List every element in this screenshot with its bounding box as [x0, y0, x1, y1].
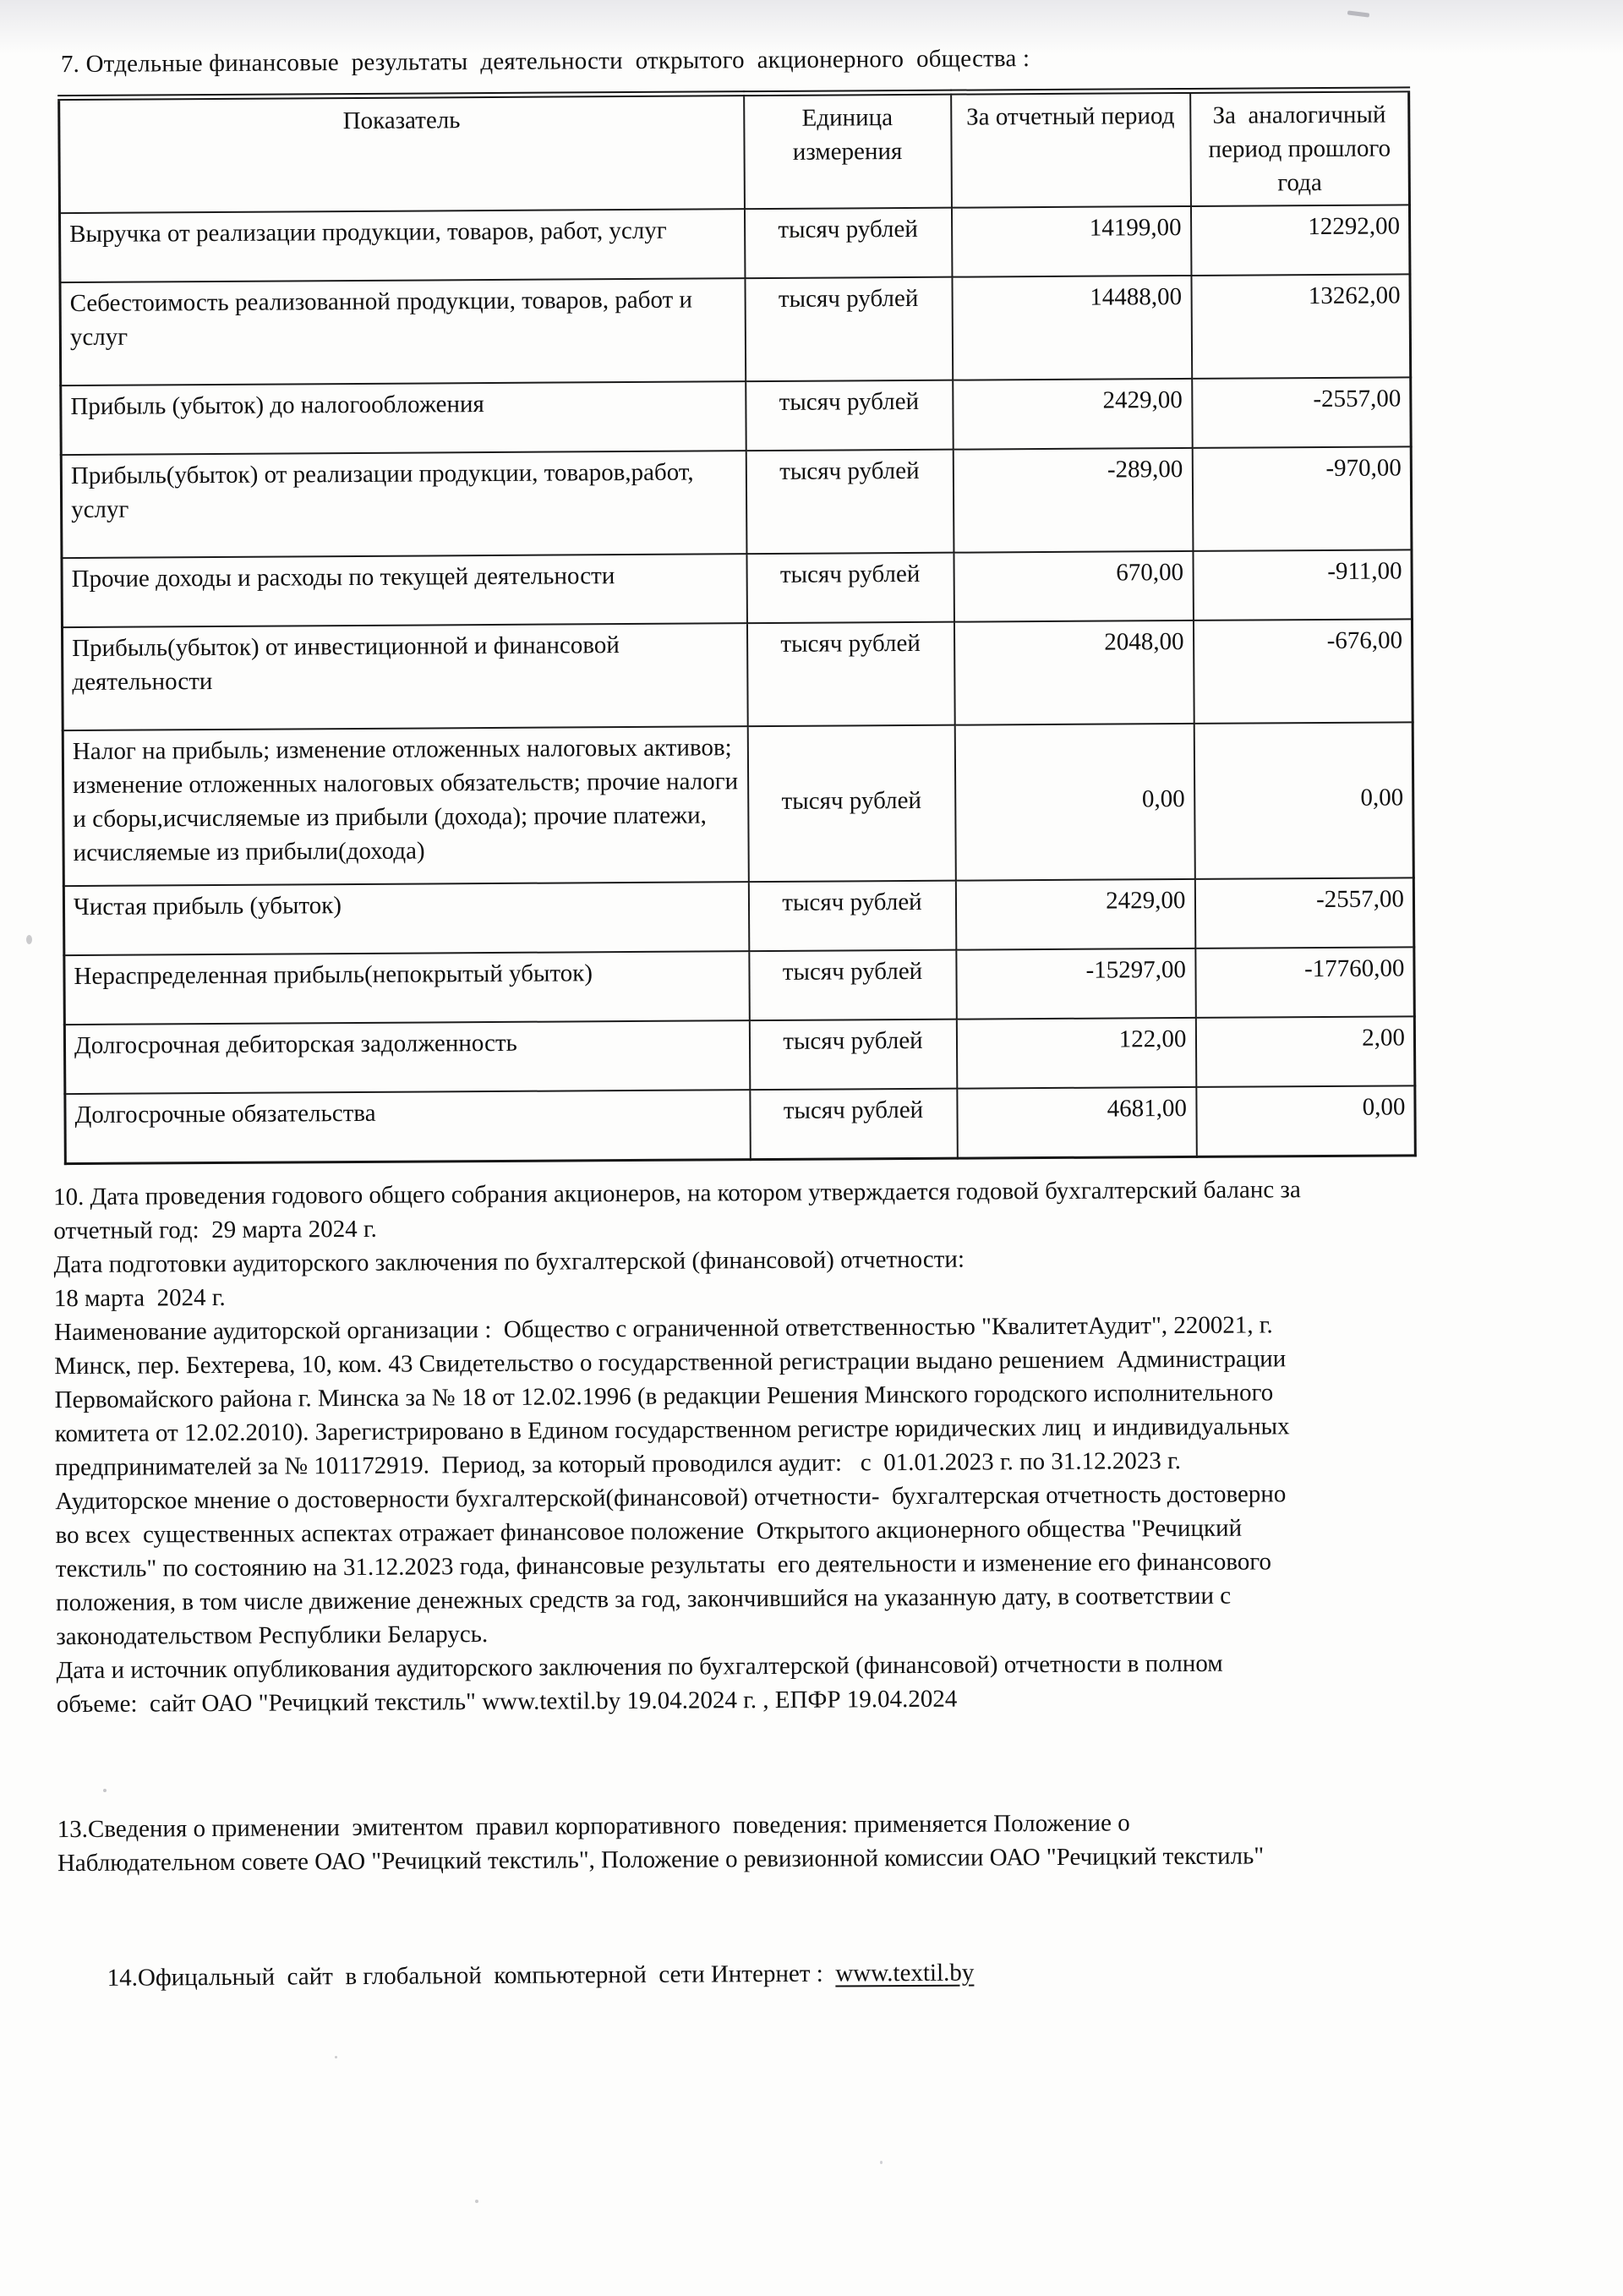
indicator-cell: Чистая прибыль (убыток)	[63, 882, 749, 956]
table-row: Выручка от реализации продукции, товаров…	[59, 205, 1410, 283]
table-row: Нераспределенная прибыль(непокрытый убыт…	[63, 947, 1415, 1025]
indicator-cell: Себестоимость реализованной продукции, т…	[59, 278, 746, 386]
previous-period-cell: -676,00	[1193, 619, 1413, 724]
section-7-title: 7. Отдельные финансовые результаты деяте…	[60, 45, 1030, 79]
current-period-cell: 122,00	[956, 1017, 1196, 1089]
unit-cell: тысяч рублей	[748, 949, 957, 1021]
table-row: Чистая прибыль (убыток) тысяч рублей 2429,…	[63, 877, 1414, 956]
previous-period-cell: -17760,00	[1194, 947, 1415, 1018]
current-period-cell: 14199,00	[951, 205, 1191, 277]
table-row: Налог на прибыль; изменение отложенных н…	[63, 722, 1414, 887]
indicator-cell: Прибыль(убыток) от реализации продукции,…	[61, 451, 746, 559]
header-current-period: За отчетный период	[950, 90, 1191, 208]
unit-cell: тысяч рублей	[744, 276, 953, 382]
unit-cell: тысяч рублей	[749, 1088, 958, 1160]
previous-period-cell: 13262,00	[1190, 274, 1411, 379]
unit-cell: тысяч рублей	[746, 449, 954, 555]
document-content: 7. Отдельные финансовые результаты деяте…	[53, 45, 1622, 2029]
current-period-cell: 0,00	[954, 723, 1195, 881]
financial-table-body: Выручка от реализации продукции, товаров…	[59, 205, 1416, 1164]
indicator-cell: Прибыль(убыток) от инвестиционной и фина…	[62, 623, 748, 731]
financial-results-table: Показатель Единица измерения За отчетный…	[57, 86, 1417, 1166]
website-link[interactable]: www.textil.by	[835, 1959, 975, 1987]
indicator-cell: Прибыль (убыток) до налогообложения	[60, 381, 746, 456]
table-row: Долгосрочные обязательства тысяч рублей 46…	[64, 1085, 1416, 1164]
unit-cell: тысяч рублей	[745, 380, 954, 451]
scan-speck	[880, 2161, 883, 2164]
table-row: Прочие доходы и расходы по текущей деяте…	[61, 549, 1413, 628]
current-period-cell: 2429,00	[952, 378, 1193, 450]
header-previous-period: За аналогичный период прошлого года	[1189, 89, 1410, 206]
indicator-cell: Долгосрочные обязательства	[64, 1090, 751, 1164]
table-header-row: Показатель Единица измерения За отчетный…	[58, 89, 1410, 214]
table-row: Прибыль(убыток) от инвестиционной и фина…	[62, 619, 1413, 731]
unit-cell: тысяч рублей	[748, 880, 956, 952]
indicator-cell: Долгосрочная дебиторская задолженность	[64, 1020, 750, 1095]
previous-period-cell: 2,00	[1195, 1016, 1415, 1087]
indicator-cell: Прочие доходы и расходы по текущей деяте…	[61, 554, 747, 628]
previous-period-cell: 0,00	[1194, 722, 1414, 879]
previous-period-cell: -2557,00	[1191, 377, 1412, 448]
previous-period-cell: -911,00	[1192, 549, 1413, 620]
scan-speck	[335, 2056, 337, 2058]
current-period-cell: 4681,00	[956, 1086, 1197, 1159]
previous-period-cell: 12292,00	[1190, 205, 1410, 276]
paragraph-14: 14.Офицальный сайт в глобальной компьюте…	[57, 1918, 1622, 2029]
header-indicator: Показатель	[58, 93, 745, 214]
paragraph-13: 13.Сведения о применении эмитентом прави…	[57, 1803, 1621, 1880]
table-row: Долгосрочная дебиторская задолженность ты…	[64, 1016, 1415, 1095]
current-period-cell: -289,00	[953, 447, 1193, 553]
header-unit: Единица измерения	[743, 92, 952, 210]
paragraph-14-text: 14.Офицальный сайт в глобальной компьюте…	[107, 1960, 836, 1992]
current-period-cell: 2048,00	[954, 620, 1194, 725]
previous-period-cell: 0,00	[1195, 1085, 1416, 1157]
current-period-cell: 14488,00	[951, 275, 1192, 380]
unit-cell: тысяч рублей	[749, 1019, 957, 1091]
indicator-cell: Выручка от реализации продукции, товаров…	[59, 209, 745, 283]
unit-cell: тысяч рублей	[746, 552, 954, 624]
previous-period-cell: -2557,00	[1194, 877, 1414, 948]
table-row: Себестоимость реализованной продукции, т…	[59, 274, 1411, 386]
current-period-cell: -15297,00	[955, 948, 1196, 1020]
scan-speck	[475, 2200, 478, 2203]
unit-cell: тысяч рублей	[747, 724, 956, 883]
current-period-cell: 2429,00	[955, 878, 1195, 950]
paragraph-10: 10. Дата проведения годового общего собр…	[53, 1171, 1620, 1721]
unit-cell: тысяч рублей	[746, 621, 955, 727]
unit-cell: тысяч рублей	[744, 207, 952, 279]
current-period-cell: 670,00	[953, 550, 1194, 622]
previous-period-cell: -970,00	[1192, 446, 1412, 551]
indicator-cell: Налог на прибыль; изменение отложенных н…	[63, 726, 749, 887]
indicator-cell: Нераспределенная прибыль(непокрытый убыт…	[63, 951, 750, 1025]
table-row: Прибыль (убыток) до налогообложения тысяч…	[60, 377, 1412, 456]
table-row: Прибыль(убыток) от реализации продукции,…	[61, 446, 1412, 559]
